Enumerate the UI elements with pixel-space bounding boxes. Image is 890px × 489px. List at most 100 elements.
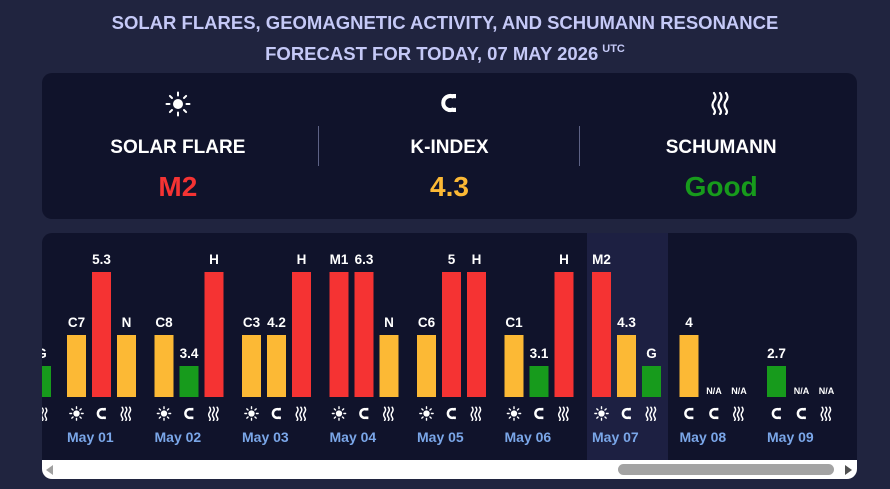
waves-icon [585,91,857,115]
summary-schumann: SCHUMANN Good [585,73,857,219]
bar-solar [329,272,349,397]
bar-schumann [117,335,136,397]
bar-schumann [642,366,661,397]
summary-kindex: K-INDEX 4.3 [314,73,586,219]
bar-value-label: G [646,346,657,361]
magnet-icon [684,406,695,421]
waves-icon [120,406,132,421]
bar-value-label: N [384,315,394,330]
bar-value-label: 2.7 [767,346,786,361]
summary-solar-label: SOLAR FLARE [110,137,246,158]
magnet-icon [96,406,108,421]
bar-label-partial: G [42,346,47,361]
scroll-left-arrow-icon[interactable] [46,465,53,475]
bar-value-label: M1 [330,252,349,267]
summary-kindex-value: 4.3 [430,171,469,202]
bar-value-label: M2 [592,252,611,267]
bar-solar [504,335,524,397]
bar-value-label: 4.3 [617,315,636,330]
bar-solar [154,335,174,397]
sun-icon [331,406,347,421]
bar-schumann [292,272,311,397]
summary-solar: SOLAR FLARE M2 [42,73,314,219]
waves-icon [295,406,307,421]
sun-icon [506,406,522,421]
day-label: May 02 [155,429,202,445]
sun-icon [42,91,314,117]
bar-value-label: 4.2 [267,315,286,330]
today-summary-card: SOLAR FLARE M2 K-INDEX 4.3 SCHUMANN Good [42,73,857,219]
magnet-icon [771,406,783,421]
waves-icon [820,406,832,421]
bar-kindex [354,272,374,397]
forecast-chart: G C7 5.3 N May 01 C8 3.4 H May 02 C3 4.2 H May 03 M1 6… [42,252,835,445]
bar-value-label: H [297,252,307,267]
day-label: May 01 [67,429,114,445]
bar-solar [417,335,436,397]
sun-icon [244,406,259,421]
magnet-icon [621,406,633,421]
bar-value-label: C6 [418,315,436,330]
bar-kindex [767,366,786,397]
timezone-label: UTC [602,43,625,55]
day-label: May 08 [680,429,727,445]
title-line-2: FORECAST FOR TODAY, 07 MAY 2026 UTC [0,36,890,67]
bar-value-label: 6.3 [355,252,374,267]
waves-icon [382,406,394,421]
magnet-icon [534,406,545,421]
summary-divider [318,126,319,166]
summary-schumann-label: SCHUMANN [665,137,777,158]
bar-value-label: 3.1 [530,346,549,361]
magnet-icon [271,406,283,421]
bar-value-label: C7 [68,315,85,330]
bar-value-label: 4 [685,315,693,330]
bar-kindex [679,335,699,397]
bar-value-label: C8 [155,315,173,330]
magnet-icon [446,406,458,421]
bar-solar [592,272,611,397]
bar-kindex [617,335,636,397]
day-label: May 05 [417,429,464,445]
bar-solar [67,335,86,397]
bar-value-label: 3.4 [180,346,199,361]
waves-icon [207,406,219,421]
waves-icon [645,406,657,421]
bar-kindex [267,335,286,397]
sun-icon [594,406,609,421]
forecast-timeline[interactable]: G C7 5.3 N May 01 C8 3.4 H May 02 C3 4.2 H May 03 M1 6… [42,233,857,479]
bar-value-label: H [209,252,219,267]
summary-divider [579,126,580,166]
day-label: May 07 [592,429,639,445]
bar-kindex [92,272,111,397]
sun-icon [156,406,172,421]
bar-partial [42,366,51,397]
waves-icon [732,406,744,421]
bar-kindex [442,272,461,397]
bar-value-label: C3 [243,315,261,330]
horizontal-scrollbar[interactable] [42,460,857,479]
summary-kindex-label: K-INDEX [410,137,489,158]
sun-icon [419,406,434,421]
bar-schumann [204,272,224,397]
title-date: FORECAST FOR TODAY, 07 MAY 2026 [265,43,599,64]
scroll-right-arrow-icon[interactable] [845,465,852,475]
sun-icon [69,406,84,421]
day-label: May 03 [242,429,289,445]
bar-value-label: 5 [448,252,456,267]
magnet-icon [359,406,370,421]
magnet-icon [709,406,720,421]
bar-na-label: N/A [794,386,810,396]
bar-kindex [529,366,549,397]
waves-icon [470,406,482,421]
waves-icon [557,406,569,421]
bar-solar [242,335,261,397]
bar-schumann [467,272,486,397]
bar-na-label: N/A [706,386,722,396]
page-title: SOLAR FLARES, GEOMAGNETIC ACTIVITY, AND … [0,10,890,67]
magnet-icon [184,406,195,421]
day-label: May 04 [330,429,377,445]
scroll-thumb[interactable] [618,464,834,475]
bar-na-label: N/A [819,386,835,396]
magnet-icon [314,91,586,115]
day-label: May 06 [505,429,552,445]
